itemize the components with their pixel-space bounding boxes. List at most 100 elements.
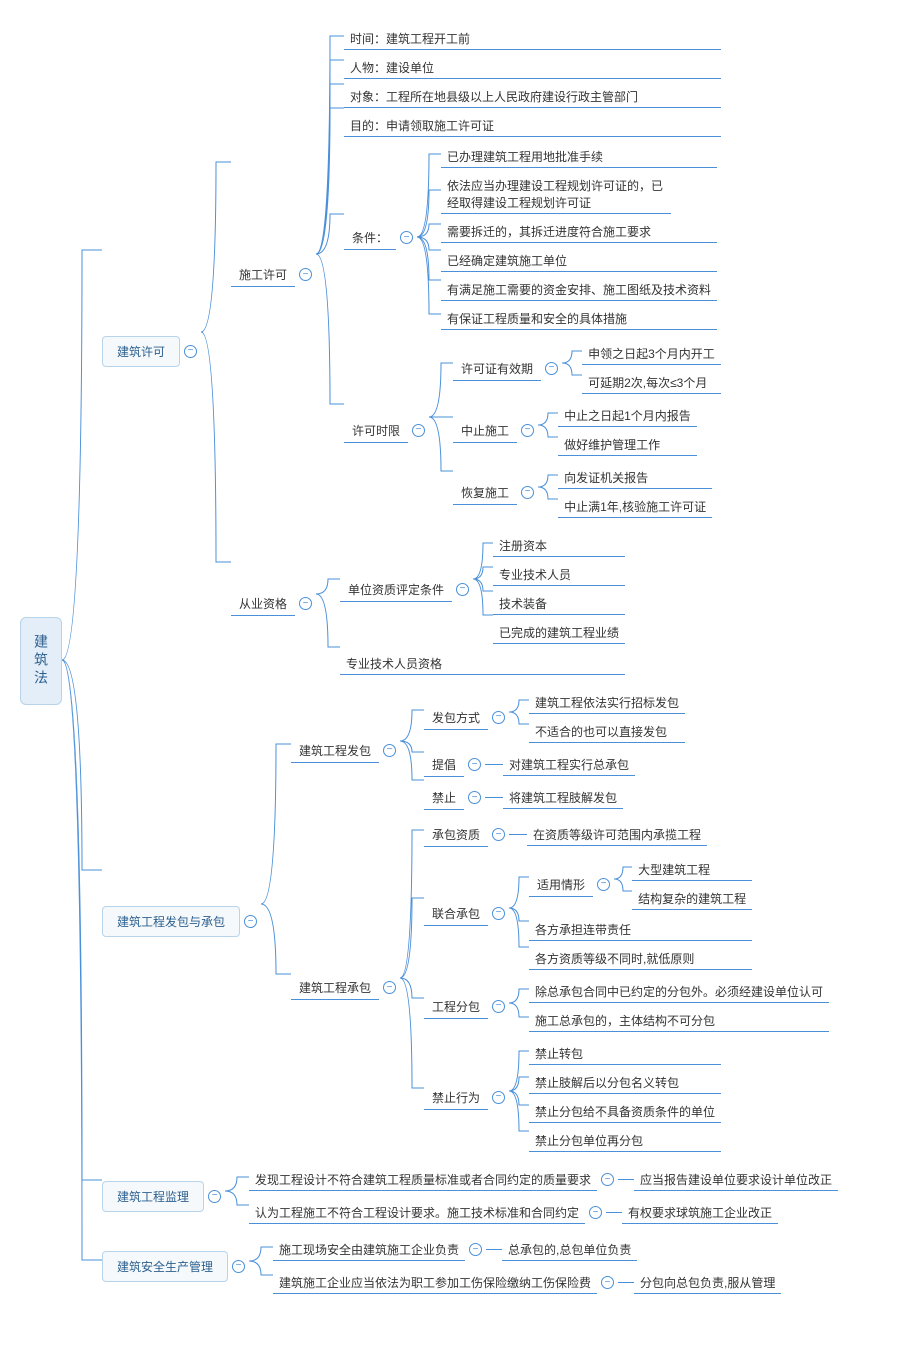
collapse-icon[interactable]: − — [492, 1000, 505, 1013]
leaf-cond4: 已经确定建筑施工单位 — [441, 249, 717, 272]
connector — [261, 684, 291, 1124]
leaf-joint2: 各方承担连带责任 — [529, 918, 752, 941]
collapse-icon[interactable]: − — [383, 981, 396, 994]
collapse-icon[interactable]: − — [383, 744, 396, 757]
leaf-way1: 建筑工程依法实行招标发包 — [529, 691, 685, 714]
collapse-icon[interactable]: − — [597, 878, 610, 891]
root-connector — [62, 20, 102, 1300]
leaf-promote1: 对建筑工程实行总承包 — [503, 753, 635, 776]
leaf-time: 时间：建筑工程开工前 — [344, 27, 721, 50]
leaf-p3: 禁止分包给不具备资质条件的单位 — [529, 1100, 721, 1123]
collapse-icon[interactable]: − — [299, 268, 312, 281]
node-resume[interactable]: 恢复施工 — [453, 480, 517, 505]
collapse-icon[interactable]: − — [244, 915, 257, 928]
leaf-purpose: 目的：申请领取施工许可证 — [344, 114, 721, 137]
node-prohibit[interactable]: 禁止行为 — [424, 1085, 488, 1110]
leaf-jc2: 结构复杂的建筑工程 — [632, 887, 752, 910]
collapse-icon[interactable]: − — [545, 362, 558, 375]
leaf-s2a: 认为工程施工不符合工程设计要求。施工技术标准和合同约定 — [249, 1201, 585, 1224]
leaf-s1b: 应当报告建设单位要求设计单位改正 — [634, 1168, 838, 1191]
leaf-target: 对象：工程所在地县级以上人民政府建设行政主管部门 — [344, 85, 721, 108]
leaf-cond1: 已办理建筑工程用地批准手续 — [441, 145, 717, 168]
leaf-s1a: 发现工程设计不符合建筑工程质量标准或者合同约定的质量要求 — [249, 1168, 597, 1191]
leaf-sub1: 除总承包合同中已约定的分包外。必须经建设单位认可 — [529, 980, 829, 1003]
node-forbid[interactable]: 禁止 — [424, 785, 464, 810]
leaf-jc1: 大型建筑工程 — [632, 858, 752, 881]
leaf-valid1: 申领之日起3个月内开工 — [582, 342, 721, 365]
leaf-a1: 施工现场安全由建筑施工企业负责 — [273, 1238, 465, 1261]
leaf-cond3: 需要拆迁的，其拆迁进度符合施工要求 — [441, 220, 717, 243]
collapse-icon[interactable]: − — [184, 345, 197, 358]
leaf-a2b: 分包向总包负责,服从管理 — [634, 1271, 781, 1294]
branch-contract: 建筑工程发包与承包 − 建筑工程发包 − 发包方式 − — [102, 684, 838, 1159]
leaf-valid2: 可延期2次,每次≤3个月 — [582, 371, 721, 394]
node-valid[interactable]: 许可证有效期 — [453, 356, 541, 381]
branch-qualification: 从业资格 − 单位资质评定条件 − 注册资本 专业技术人 — [231, 529, 721, 678]
leaf-p1: 禁止转包 — [529, 1042, 721, 1065]
leaf-cond6: 有保证工程质量和安全的具体措施 — [441, 307, 717, 330]
collapse-icon[interactable]: − — [208, 1190, 221, 1203]
collapse-icon[interactable]: − — [492, 828, 505, 841]
collapse-icon[interactable]: − — [468, 791, 481, 804]
leaf-cond2: 依法应当办理建设工程规划许可证的，已经取得建设工程规划许可证 — [441, 174, 671, 214]
node-safety[interactable]: 建筑安全生产管理 — [102, 1251, 228, 1282]
node-stop[interactable]: 中止施工 — [453, 418, 517, 443]
collapse-icon[interactable]: − — [521, 424, 534, 437]
node-unit-qual[interactable]: 单位资质评定条件 — [340, 577, 452, 602]
leaf-p2: 禁止肢解后以分包名义转包 — [529, 1071, 721, 1094]
branch-construction-permit: 施工许可 − 时间：建筑工程开工前 人物：建设单位 对象：工程所在地县级以上人民… — [231, 24, 721, 525]
node-qualification[interactable]: 从业资格 — [231, 591, 295, 616]
collapse-icon[interactable]: − — [601, 1173, 614, 1186]
collapse-icon[interactable]: − — [601, 1276, 614, 1289]
leaf-cond5: 有满足施工需要的资金安排、施工图纸及技术资料 — [441, 278, 717, 301]
leaf-p4: 禁止分包单位再分包 — [529, 1129, 721, 1152]
leaf-joint3: 各方资质等级不同时,就低原则 — [529, 947, 752, 970]
collapse-icon[interactable]: − — [412, 424, 425, 437]
node-promote[interactable]: 提倡 — [424, 752, 464, 777]
root-node[interactable]: 建筑法 — [20, 617, 62, 705]
leaf-q2: 专业技术人员 — [493, 563, 625, 586]
node-cb-qual[interactable]: 承包资质 — [424, 822, 488, 847]
node-contract[interactable]: 建筑工程发包与承包 — [102, 906, 240, 937]
node-way[interactable]: 发包方式 — [424, 705, 488, 730]
node-chengbao[interactable]: 建筑工程承包 — [291, 975, 379, 1000]
collapse-icon[interactable]: − — [468, 758, 481, 771]
leaf-cb-qual1: 在资质等级许可范围内承揽工程 — [527, 823, 707, 846]
collapse-icon[interactable]: − — [521, 486, 534, 499]
leaf-forbid1: 将建筑工程肢解发包 — [503, 786, 623, 809]
branch-safety: 建筑安全生产管理 − 施工现场安全由建筑施工企业负责 − 总承包的,总包单位负责… — [102, 1233, 838, 1299]
mindmap-root-container: 建筑法 建筑许可 − 施工许可 − — [20, 20, 896, 1301]
node-permit[interactable]: 建筑许可 — [102, 336, 180, 367]
node-fabao[interactable]: 建筑工程发包 — [291, 738, 379, 763]
leaf-s2b: 有权要求球筑施工企业改正 — [622, 1201, 778, 1224]
leaf-q1: 注册资本 — [493, 534, 625, 557]
leaf-q3: 技术装备 — [493, 592, 625, 615]
connector — [417, 142, 441, 332]
node-sub[interactable]: 工程分包 — [424, 994, 488, 1019]
collapse-icon[interactable]: − — [492, 711, 505, 724]
leaf-stop2: 做好维护管理工作 — [558, 433, 697, 456]
leaf-resume1: 向发证机关报告 — [558, 466, 712, 489]
node-supervise[interactable]: 建筑工程监理 — [102, 1181, 204, 1212]
node-conditions[interactable]: 条件： — [344, 225, 396, 250]
branch-supervise: 建筑工程监理 − 发现工程设计不符合建筑工程质量标准或者合同约定的质量要求 − … — [102, 1163, 838, 1229]
collapse-icon[interactable]: − — [232, 1260, 245, 1273]
leaf-resume2: 中止满1年,核验施工许可证 — [558, 495, 712, 518]
leaf-person: 人物：建设单位 — [344, 56, 721, 79]
collapse-icon[interactable]: − — [492, 907, 505, 920]
collapse-icon[interactable]: − — [299, 597, 312, 610]
node-sg-permit[interactable]: 施工许可 — [231, 262, 295, 287]
collapse-icon[interactable]: − — [469, 1243, 482, 1256]
branch-permit: 建筑许可 − 施工许可 − — [102, 22, 838, 680]
collapse-icon[interactable]: − — [456, 583, 469, 596]
node-joint[interactable]: 联合承包 — [424, 901, 488, 926]
collapse-icon[interactable]: − — [492, 1091, 505, 1104]
leaf-sub2: 施工总承包的，主体结构不可分包 — [529, 1009, 829, 1032]
node-timelimit[interactable]: 许可时限 — [344, 418, 408, 443]
leaf-a2: 建筑施工企业应当依法为职工参加工伤保险缴纳工伤保险费 — [273, 1271, 597, 1294]
level1-children: 建筑许可 − 施工许可 − — [102, 20, 838, 1301]
collapse-icon[interactable]: − — [589, 1206, 602, 1219]
collapse-icon[interactable]: − — [400, 231, 413, 244]
node-joint-case[interactable]: 适用情形 — [529, 872, 593, 897]
connector — [316, 24, 344, 484]
